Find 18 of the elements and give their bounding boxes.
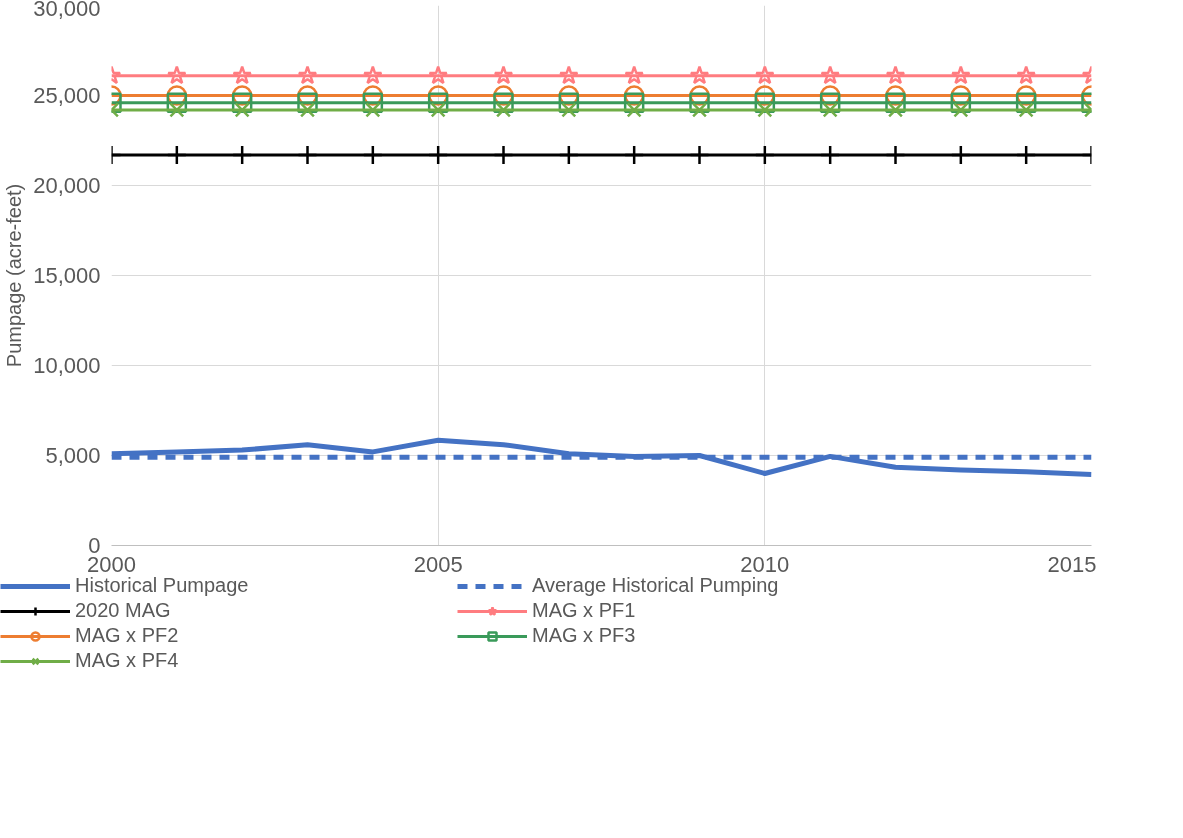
y-tick-label: 5,000: [45, 443, 101, 468]
x-tick-label: 2010: [740, 551, 790, 577]
y-tick-label: 10,000: [33, 353, 101, 378]
y-tick-label: 20,000: [33, 173, 101, 198]
legend-label: Average Historical Pumping: [532, 574, 780, 597]
y-tick-label: 15,000: [33, 263, 101, 288]
y-tick-label: 0: [88, 533, 101, 558]
x-tick-label: 2015: [1047, 551, 1097, 577]
y-tick-label: 30,000: [33, 0, 101, 21]
x-tick-label: 2005: [413, 551, 463, 577]
legend-label: 2020 MAG: [75, 599, 172, 622]
legend-label: Historical Pumpage: [75, 574, 249, 596]
legend-label: MAG x PF1: [532, 599, 637, 622]
y-tick-label: 25,000: [33, 83, 101, 108]
legend-label: MAG x PF2: [75, 624, 180, 647]
legend-label: MAG x PF3: [532, 624, 637, 647]
legend-label: MAG x PF4: [75, 649, 180, 672]
y-axis-title: Pumpage (acre-feet): [3, 183, 26, 368]
